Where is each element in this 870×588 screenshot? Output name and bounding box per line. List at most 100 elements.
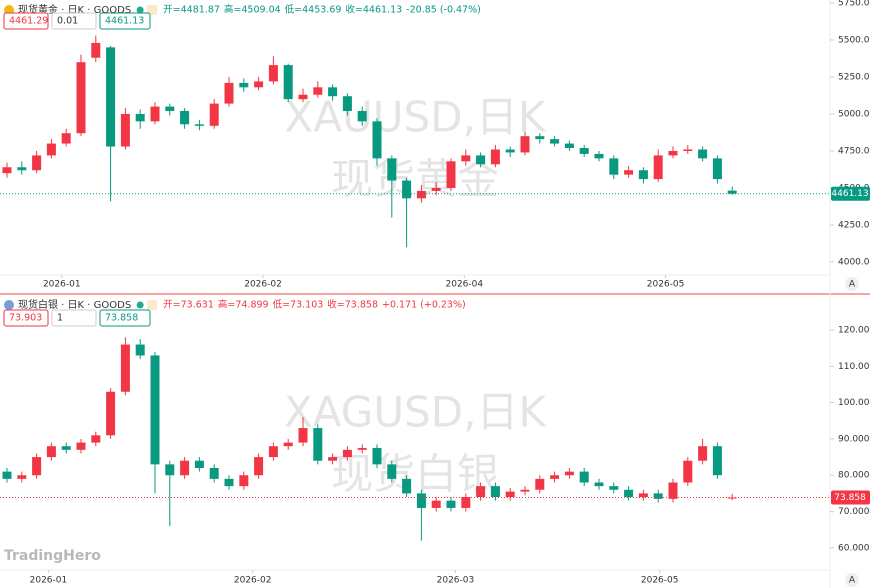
status-dot — [136, 301, 144, 309]
auto-label: A — [849, 280, 856, 290]
input-text: 73.903 — [9, 313, 42, 324]
candle-body — [254, 81, 264, 88]
watermark: XAUUSD,日K — [285, 93, 547, 142]
candle-body — [594, 153, 604, 159]
candle-body — [402, 180, 412, 199]
candle-body — [342, 96, 352, 112]
x-tick-label: 2026-01 — [30, 576, 68, 586]
candle-body — [505, 149, 515, 153]
ohlc-value: 开=73.631 — [163, 300, 214, 311]
candle-body — [209, 467, 219, 479]
ohlc-value: 收=73.858 — [327, 299, 378, 311]
y-tick-label: 110.000 — [838, 362, 870, 372]
input-box[interactable] — [51, 309, 97, 327]
menu-icon — [147, 300, 158, 310]
candle-body — [638, 170, 648, 180]
input-box[interactable] — [99, 12, 151, 30]
candle-body — [550, 139, 560, 144]
candle-body — [698, 149, 708, 159]
last-price-label: 4461.13 — [831, 189, 868, 199]
status-dot — [136, 6, 144, 14]
candle-body — [268, 446, 278, 458]
y-tick-label: 60.000 — [838, 543, 870, 553]
last-price-box — [831, 490, 870, 505]
ohlc-value: 高=74.899 — [218, 299, 269, 311]
auto-button[interactable] — [845, 277, 859, 291]
input-text: 4461.13 — [105, 16, 144, 27]
candle-body — [61, 133, 71, 144]
candle-body — [165, 106, 175, 112]
x-tick-label: 2026-02 — [244, 280, 282, 290]
candle-body — [712, 446, 722, 476]
input-box[interactable] — [3, 309, 49, 327]
candle-body — [609, 158, 619, 175]
input-text: 0.01 — [57, 16, 78, 27]
candle-body — [579, 471, 589, 483]
candle-body — [46, 143, 56, 156]
candle-body — [683, 149, 693, 151]
candle-body — [328, 87, 338, 97]
candle-body — [535, 478, 545, 490]
candle-body — [150, 106, 160, 122]
candle-body — [461, 497, 471, 508]
candle-body — [342, 449, 352, 458]
input-box[interactable] — [99, 309, 151, 327]
ohlc-value: 低=73.103 — [273, 299, 324, 311]
input-box[interactable] — [51, 12, 97, 30]
candle-body — [313, 87, 323, 95]
candle-body — [209, 103, 219, 126]
candle-body — [135, 113, 145, 122]
y-tick-label: 120.000 — [838, 326, 870, 336]
input-box[interactable] — [3, 12, 49, 30]
candle-body — [594, 482, 604, 487]
candle-body — [120, 344, 130, 392]
y-tick-label: 4000.00 — [838, 257, 870, 267]
candle-body — [698, 446, 708, 461]
candle-body — [2, 471, 12, 479]
y-tick-label: 4750.00 — [838, 146, 870, 156]
candle-body — [653, 493, 663, 499]
candle-body — [372, 121, 382, 159]
candle-body — [2, 167, 12, 174]
candle-body — [313, 428, 323, 461]
candle-body — [461, 155, 471, 162]
x-tick-label: 2026-05 — [647, 280, 685, 290]
ohlc-value: 开=4481.87 — [163, 5, 220, 16]
candle-body — [283, 442, 293, 447]
watermark: XAGUSD,日K — [284, 388, 547, 437]
candle-body — [564, 471, 574, 476]
candle-body — [254, 457, 264, 476]
candle-body — [712, 158, 722, 180]
auto-button[interactable] — [845, 573, 859, 587]
candle-body — [283, 65, 293, 100]
candle-body — [194, 460, 204, 468]
candle-body — [387, 158, 397, 181]
candle-body — [17, 167, 27, 171]
ohlc-value: 高=4509.04 — [224, 4, 281, 16]
y-tick-label: 5250.00 — [838, 72, 870, 82]
ohlc-value: +0.171 (+0.23%) — [382, 300, 466, 311]
candle-body — [135, 344, 145, 356]
menu-icon — [147, 5, 158, 15]
candle-body — [446, 500, 456, 508]
symbol-icon — [4, 300, 14, 310]
candle-body — [668, 482, 678, 499]
candle-body — [32, 155, 42, 171]
candle-body — [476, 486, 486, 498]
x-tick-label: 2026-03 — [437, 576, 475, 586]
candle-body — [298, 428, 308, 443]
candle-body — [624, 170, 634, 175]
candle-body — [268, 65, 278, 82]
candle-body — [106, 391, 116, 436]
candle-body — [328, 457, 338, 461]
chart-title: 现货白银 · 日K · GOODS — [18, 298, 131, 311]
candle-body — [239, 475, 249, 487]
candle-body — [476, 155, 486, 165]
candle-body — [180, 460, 190, 476]
input-text: 1 — [57, 313, 63, 324]
candle-body — [106, 47, 116, 147]
x-tick-label: 2026-05 — [641, 576, 679, 586]
candle-body — [683, 460, 693, 483]
y-tick-label: 80.000 — [838, 471, 870, 481]
candle-body — [490, 149, 500, 165]
